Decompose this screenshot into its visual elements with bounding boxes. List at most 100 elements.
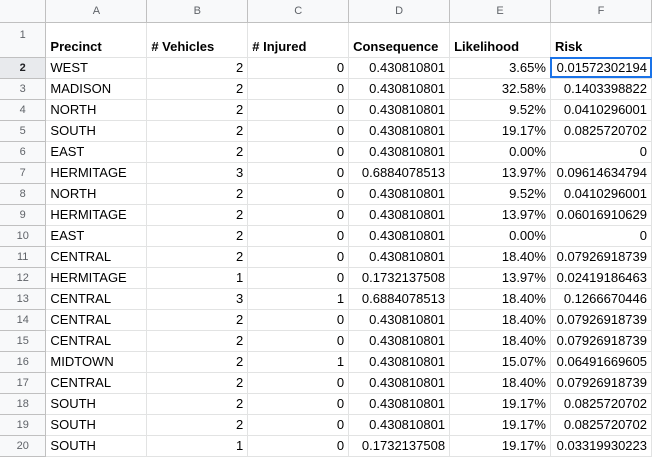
- cell-a17[interactable]: CENTRAL: [45, 372, 148, 394]
- cell-f11[interactable]: 0.07926918739: [550, 246, 652, 268]
- cell-a14[interactable]: CENTRAL: [45, 309, 148, 331]
- cell-e12[interactable]: 13.97%: [449, 267, 551, 289]
- cell-f14[interactable]: 0.07926918739: [550, 309, 652, 331]
- cell-b3[interactable]: 2: [146, 78, 249, 100]
- row-header[interactable]: 18: [0, 393, 47, 415]
- cell-f7[interactable]: 0.09614634794: [550, 162, 652, 184]
- cell-f9[interactable]: 0.06016910629: [550, 204, 652, 226]
- cell-b4[interactable]: 2: [146, 99, 249, 121]
- header-cell[interactable]: # Injured: [247, 22, 350, 58]
- cell-b8[interactable]: 2: [146, 183, 249, 205]
- cell-b5[interactable]: 2: [146, 120, 249, 142]
- cell-c8[interactable]: 0: [247, 183, 350, 205]
- row-header[interactable]: 5: [0, 120, 47, 142]
- cell-d9[interactable]: 0.430810801: [348, 204, 451, 226]
- cell-a4[interactable]: NORTH: [45, 99, 148, 121]
- cell-b18[interactable]: 2: [146, 393, 249, 415]
- cell-a12[interactable]: HERMITAGE: [45, 267, 148, 289]
- row-header[interactable]: 4: [0, 99, 47, 121]
- cell-b19[interactable]: 2: [146, 414, 249, 436]
- cell-d15[interactable]: 0.430810801: [348, 330, 451, 352]
- cell-d5[interactable]: 0.430810801: [348, 120, 451, 142]
- cell-f16[interactable]: 0.06491669605: [550, 351, 652, 373]
- column-header-a[interactable]: A: [45, 0, 148, 23]
- cell-f2[interactable]: 0.01572302194: [550, 57, 652, 79]
- cell-e9[interactable]: 13.97%: [449, 204, 551, 226]
- row-header[interactable]: 1: [0, 22, 47, 58]
- select-all-corner[interactable]: [0, 0, 47, 23]
- column-header-e[interactable]: E: [449, 0, 551, 23]
- cell-a6[interactable]: EAST: [45, 141, 148, 163]
- cell-d17[interactable]: 0.430810801: [348, 372, 451, 394]
- cell-c5[interactable]: 0: [247, 120, 350, 142]
- cell-b12[interactable]: 1: [146, 267, 249, 289]
- cell-c12[interactable]: 0: [247, 267, 350, 289]
- cell-d4[interactable]: 0.430810801: [348, 99, 451, 121]
- cell-a7[interactable]: HERMITAGE: [45, 162, 148, 184]
- cell-b9[interactable]: 2: [146, 204, 249, 226]
- cell-c19[interactable]: 0: [247, 414, 350, 436]
- cell-f4[interactable]: 0.0410296001: [550, 99, 652, 121]
- cell-d19[interactable]: 0.430810801: [348, 414, 451, 436]
- cell-e20[interactable]: 19.17%: [449, 435, 551, 457]
- cell-e4[interactable]: 9.52%: [449, 99, 551, 121]
- row-header[interactable]: 12: [0, 267, 47, 289]
- cell-d16[interactable]: 0.430810801: [348, 351, 451, 373]
- cell-e18[interactable]: 19.17%: [449, 393, 551, 415]
- cell-b7[interactable]: 3: [146, 162, 249, 184]
- row-header[interactable]: 10: [0, 225, 47, 247]
- row-header[interactable]: 19: [0, 414, 47, 436]
- cell-e8[interactable]: 9.52%: [449, 183, 551, 205]
- cell-f20[interactable]: 0.03319930223: [550, 435, 652, 457]
- cell-b10[interactable]: 2: [146, 225, 249, 247]
- cell-e3[interactable]: 32.58%: [449, 78, 551, 100]
- row-header[interactable]: 6: [0, 141, 47, 163]
- cell-a3[interactable]: MADISON: [45, 78, 148, 100]
- cell-d8[interactable]: 0.430810801: [348, 183, 451, 205]
- cell-e13[interactable]: 18.40%: [449, 288, 551, 310]
- column-header-b[interactable]: B: [146, 0, 249, 23]
- header-cell[interactable]: Risk: [550, 22, 652, 58]
- cell-a8[interactable]: NORTH: [45, 183, 148, 205]
- cell-d20[interactable]: 0.1732137508: [348, 435, 451, 457]
- cell-d13[interactable]: 0.6884078513: [348, 288, 451, 310]
- cell-c14[interactable]: 0: [247, 309, 350, 331]
- cell-c11[interactable]: 0: [247, 246, 350, 268]
- cell-f10[interactable]: 0: [550, 225, 652, 247]
- cell-e5[interactable]: 19.17%: [449, 120, 551, 142]
- cell-a19[interactable]: SOUTH: [45, 414, 148, 436]
- cell-f5[interactable]: 0.0825720702: [550, 120, 652, 142]
- cell-c16[interactable]: 1: [247, 351, 350, 373]
- header-cell[interactable]: Consequence: [348, 22, 451, 58]
- cell-b17[interactable]: 2: [146, 372, 249, 394]
- cell-f8[interactable]: 0.0410296001: [550, 183, 652, 205]
- cell-c6[interactable]: 0: [247, 141, 350, 163]
- row-header[interactable]: 8: [0, 183, 47, 205]
- cell-a10[interactable]: EAST: [45, 225, 148, 247]
- cell-b6[interactable]: 2: [146, 141, 249, 163]
- row-header[interactable]: 14: [0, 309, 47, 331]
- cell-f6[interactable]: 0: [550, 141, 652, 163]
- cell-f19[interactable]: 0.0825720702: [550, 414, 652, 436]
- cell-d18[interactable]: 0.430810801: [348, 393, 451, 415]
- cell-f13[interactable]: 0.1266670446: [550, 288, 652, 310]
- cell-f18[interactable]: 0.0825720702: [550, 393, 652, 415]
- cell-e10[interactable]: 0.00%: [449, 225, 551, 247]
- cell-c18[interactable]: 0: [247, 393, 350, 415]
- cell-c17[interactable]: 0: [247, 372, 350, 394]
- header-cell[interactable]: Precinct: [45, 22, 148, 58]
- cell-e14[interactable]: 18.40%: [449, 309, 551, 331]
- cell-a20[interactable]: SOUTH: [45, 435, 148, 457]
- cell-f3[interactable]: 0.1403398822: [550, 78, 652, 100]
- row-header[interactable]: 7: [0, 162, 47, 184]
- cell-e6[interactable]: 0.00%: [449, 141, 551, 163]
- column-header-f[interactable]: F: [550, 0, 652, 23]
- cell-c3[interactable]: 0: [247, 78, 350, 100]
- row-header[interactable]: 9: [0, 204, 47, 226]
- row-header[interactable]: 2: [0, 57, 47, 79]
- cell-a16[interactable]: MIDTOWN: [45, 351, 148, 373]
- row-header[interactable]: 11: [0, 246, 47, 268]
- cell-d7[interactable]: 0.6884078513: [348, 162, 451, 184]
- cell-e19[interactable]: 19.17%: [449, 414, 551, 436]
- cell-e16[interactable]: 15.07%: [449, 351, 551, 373]
